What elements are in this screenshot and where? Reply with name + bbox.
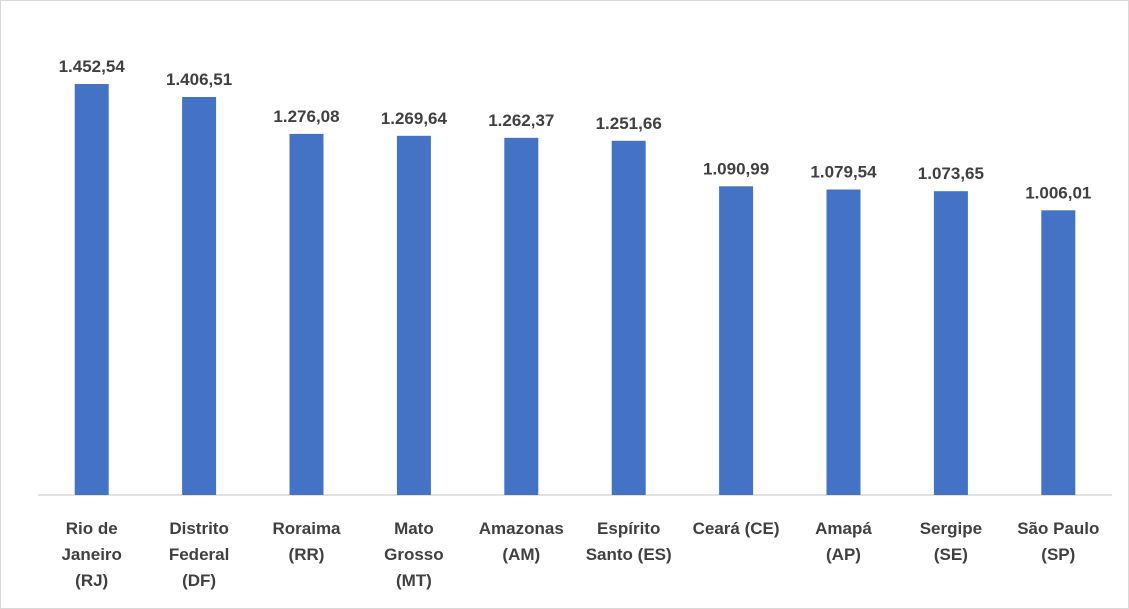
bar (74, 84, 109, 495)
bar-value-label: 1.073,65 (918, 164, 984, 183)
bar (611, 140, 646, 496)
bar (719, 186, 754, 496)
category-label: Rio de Janeiro (RJ) (61, 519, 121, 590)
category-label-line: (AP) (826, 545, 861, 564)
category-label-line: (MT) (396, 571, 432, 590)
category-label: Ceará (CE) (693, 519, 780, 538)
category-label: Mato Grosso (MT) (384, 519, 444, 590)
category-label: Distrito Federal (DF) (169, 519, 229, 590)
bar (1041, 210, 1076, 496)
category-label-line: (RR) (289, 545, 325, 564)
category-label-line: Rio de (66, 519, 118, 538)
category-label-line: Santo (ES) (586, 545, 672, 564)
category-label: Roraima (RR) (272, 519, 341, 564)
bar-value-label: 1.406,51 (166, 70, 232, 89)
bar-value-label: 1.452,54 (59, 57, 126, 76)
category-label-line: Mato (394, 519, 434, 538)
bar (933, 191, 968, 495)
bar-value-label: 1.262,37 (488, 111, 554, 130)
category-label-line: (RJ) (75, 571, 108, 590)
bar (826, 189, 861, 495)
category-label-line: Espírito (597, 519, 660, 538)
category-label: Sergipe (SE) (920, 519, 982, 564)
bar (504, 137, 539, 496)
bar-value-label: 1.090,99 (703, 159, 769, 178)
category-label-line: Ceará (CE) (693, 519, 780, 538)
category-label-line: São Paulo (1017, 519, 1099, 538)
category-label-line: (SE) (934, 545, 968, 564)
category-label-line: Amazonas (479, 519, 564, 538)
bar-value-label: 1.006,01 (1025, 183, 1091, 202)
category-label: São Paulo (SP) (1017, 519, 1099, 564)
category-label-line: Sergipe (920, 519, 982, 538)
bar-value-label: 1.276,08 (273, 107, 339, 126)
bar-value-label: 1.269,64 (381, 109, 448, 128)
category-label: Espírito Santo (ES) (586, 519, 672, 564)
bars-layer (74, 84, 1076, 496)
category-label-line: Roraima (272, 519, 341, 538)
category-label: Amazonas (AM) (479, 519, 564, 564)
category-label-line: (SP) (1041, 545, 1075, 564)
value-labels-layer: 1.452,54 1.406,51 1.276,08 1.269,64 1.262,37… (59, 57, 1092, 202)
category-label-line: (DF) (182, 571, 216, 590)
bar-value-label: 1.079,54 (810, 163, 877, 182)
category-label-line: Distrito (169, 519, 229, 538)
category-label-line: Janeiro (61, 545, 121, 564)
bar (182, 97, 217, 495)
category-label-line: Federal (169, 545, 229, 564)
category-label-line: (AM) (502, 545, 540, 564)
category-label-line: Amapá (815, 519, 872, 538)
category-labels-layer: Rio de Janeiro (RJ) Distrito Federal (DF) Rora… (61, 519, 1099, 590)
bar (289, 133, 324, 495)
bar (396, 135, 431, 496)
category-label-line: Grosso (384, 545, 444, 564)
bar-value-label: 1.251,66 (596, 114, 662, 133)
category-label: Amapá (AP) (815, 519, 872, 564)
